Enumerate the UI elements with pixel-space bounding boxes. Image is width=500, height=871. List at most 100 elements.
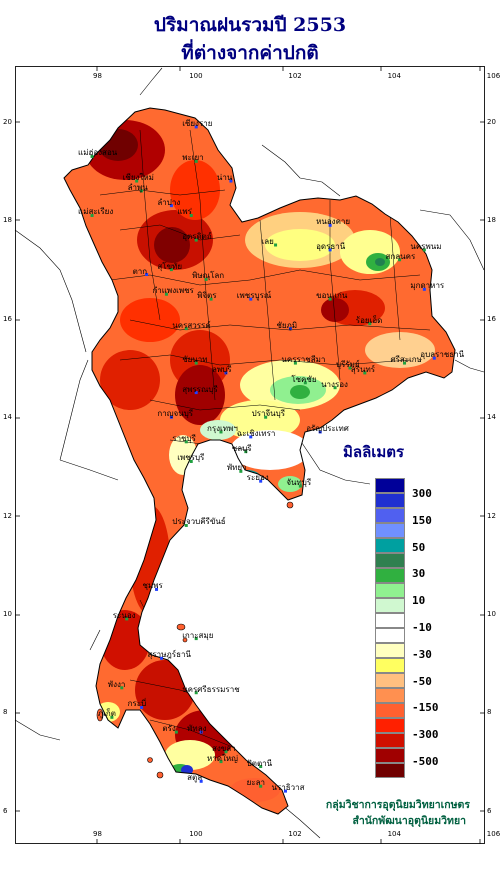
lon-tick-label-bottom-0: 98: [93, 830, 102, 838]
station-dot: [184, 327, 188, 331]
province-label: นครสวรรค์: [172, 320, 211, 330]
station-dot: [90, 154, 94, 158]
lon-tick-label-bottom-4: 106: [486, 830, 500, 838]
station-dot: [432, 356, 436, 360]
legend-label: 300: [412, 487, 432, 500]
lat-tick-label-right-3: 14: [487, 413, 496, 422]
province-label: พิษณุโลก: [192, 271, 225, 281]
legend-swatch: [375, 478, 405, 493]
station-dot: [90, 213, 94, 217]
province-label: เลย: [261, 237, 274, 246]
province-label: ตาก: [132, 266, 148, 276]
legend-swatch: [375, 628, 405, 643]
legend-label: 10: [412, 594, 426, 608]
station-dot: [199, 779, 203, 783]
province-label: นครพนม: [410, 241, 442, 251]
province-label: อุดรธานี: [316, 241, 346, 251]
province-label: ศรีสะเกษ: [390, 355, 422, 365]
lon-tick-label-top-2: 102: [288, 72, 302, 80]
province-label: ชัยภูมิ: [276, 320, 298, 330]
province-label: หาดใหญ่: [207, 753, 238, 763]
station-dot: [303, 381, 307, 385]
lat-tick-label-left-2: 16: [3, 314, 12, 323]
station-dot: [204, 277, 208, 281]
legend-swatch: [375, 688, 405, 703]
province-label: ลพบุรี: [211, 364, 232, 374]
legend-swatch: [375, 508, 405, 523]
lat-tick-label-right-2: 16: [487, 314, 496, 323]
station-markers: [90, 125, 436, 793]
lon-tick-label-top-3: 104: [387, 72, 401, 80]
lat-tick-label-right-6: 8: [487, 708, 492, 717]
lat-tick-label-left-4: 12: [3, 511, 12, 520]
station-dot: [318, 430, 322, 434]
province-label: ราชบุรี: [172, 433, 196, 443]
station-dot: [328, 248, 332, 252]
map-title: ปริมาณฝนรวมปี 2553: [153, 14, 347, 36]
station-dot: [184, 523, 188, 527]
lat-tick-label-left-7: 6: [3, 806, 8, 815]
province-label: นางรอง: [321, 379, 348, 389]
station-dot: [229, 179, 233, 183]
province-label: ประจวบคีรีขันธ์: [172, 517, 226, 527]
province-label: ระนอง: [112, 610, 136, 620]
station-dot: [259, 784, 263, 788]
legend-swatch: [375, 538, 405, 553]
lat-tick-label-left-3: 14: [3, 413, 12, 422]
province-label: ปราจีนบุรี: [251, 409, 286, 419]
station-dot: [164, 292, 168, 296]
province-label: แพร่: [177, 207, 192, 217]
lat-tick-label-right-5: 10: [487, 610, 496, 618]
station-dot: [293, 361, 297, 365]
province-label: สตูล: [187, 773, 203, 783]
province-label: ภูเก็ต: [97, 709, 116, 719]
province-label: ยะลา: [246, 778, 266, 788]
legend-swatch: [375, 568, 405, 583]
station-dot: [140, 189, 144, 193]
province-label: สุรินทร์: [350, 364, 376, 374]
province-label: ปัตตานี: [246, 758, 273, 768]
province-label: ฉะเชิงเทรา: [236, 428, 276, 438]
station-dot: [125, 617, 129, 621]
legend-colorbar: [375, 478, 405, 778]
lat-tick-label-left-1: 18: [3, 216, 12, 225]
province-label: กรุงเทพฯ: [207, 423, 238, 433]
station-dot: [219, 430, 223, 434]
province-label: เพชรบุรี: [177, 453, 205, 463]
province-label: กระบี่: [127, 699, 147, 709]
legend-swatch: [375, 523, 405, 538]
legend-swatch: [375, 643, 405, 658]
province-label: สกลนคร: [385, 251, 416, 261]
lat-tick-label-left-5: 10: [3, 610, 12, 618]
station-dot: [110, 715, 114, 719]
province-label: พิจิตร: [197, 291, 217, 301]
province-label: ชลบุรี: [231, 443, 252, 453]
station-dot: [169, 204, 173, 208]
station-dot: [169, 268, 173, 272]
province-label: ร้อยเอ็ด: [355, 315, 383, 325]
legend-swatch: [375, 733, 405, 748]
lon-tick-label-top-1: 100: [189, 72, 203, 80]
station-dot: [348, 366, 352, 370]
station-dot: [422, 248, 426, 252]
province-label: พัทยา: [226, 463, 247, 473]
province-label: กำแพงเพชร: [152, 286, 194, 296]
map-subtitle: ที่ต่างจากค่าปกติ: [181, 42, 319, 64]
province-label: สุราษฎร์ธานี: [147, 650, 191, 660]
station-dot: [140, 705, 144, 709]
province-label: ลำพูน: [127, 182, 148, 192]
station-dot: [224, 750, 228, 754]
province-label: โชคชัย: [291, 374, 317, 384]
legend-label: 30: [412, 567, 426, 581]
province-label: สงขลา: [211, 743, 236, 753]
station-dot: [145, 273, 149, 277]
station-dot: [249, 435, 253, 439]
station-dot: [283, 789, 287, 793]
station-dot: [194, 691, 198, 695]
province-label: ชุมพร: [142, 581, 163, 591]
legend-swatch: [375, 613, 405, 628]
station-dot: [403, 361, 407, 365]
province-label: บุรีรัมย์: [335, 360, 360, 369]
station-dot: [274, 243, 278, 247]
lon-tick-label-bottom-3: 104: [387, 830, 401, 838]
